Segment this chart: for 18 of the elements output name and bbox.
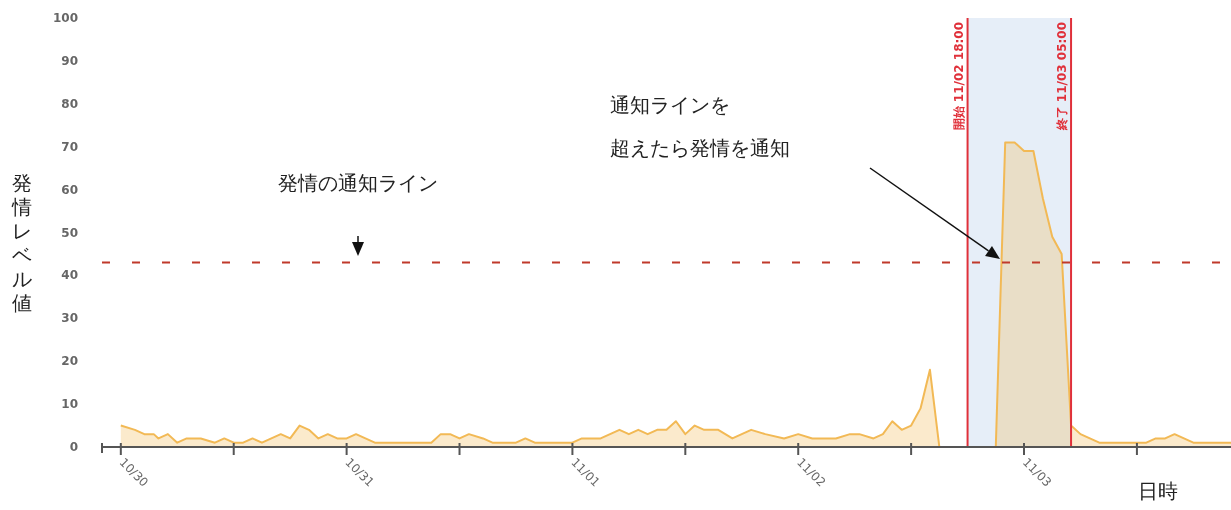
- annotation: 発情の通知ライン: [278, 171, 438, 195]
- y-tick-label: 30: [61, 311, 78, 326]
- y-tick-label: 80: [61, 96, 78, 111]
- y-tick-label: 100: [52, 11, 78, 25]
- y-axis-title: 発情レベル値: [11, 171, 32, 315]
- annotation: 超えたら発情を通知: [610, 136, 790, 160]
- y-tick-label: 20: [61, 354, 78, 369]
- y-tick-label: 10: [61, 397, 78, 412]
- y-tick-label: 50: [61, 225, 78, 240]
- ref-line-label: 終了 11/03 05:00: [1055, 22, 1070, 132]
- y-tick-label: 90: [61, 53, 78, 68]
- x-axis-title: 日時: [1138, 479, 1178, 503]
- y-tick-label: 60: [61, 182, 78, 197]
- y-tick-label: 0: [69, 440, 78, 454]
- annotation: 通知ラインを: [610, 93, 730, 117]
- y-tick-label: 70: [61, 139, 78, 154]
- y-tick-label: 40: [61, 268, 78, 283]
- ref-line-label: 開始 11/02 18:00: [951, 22, 966, 131]
